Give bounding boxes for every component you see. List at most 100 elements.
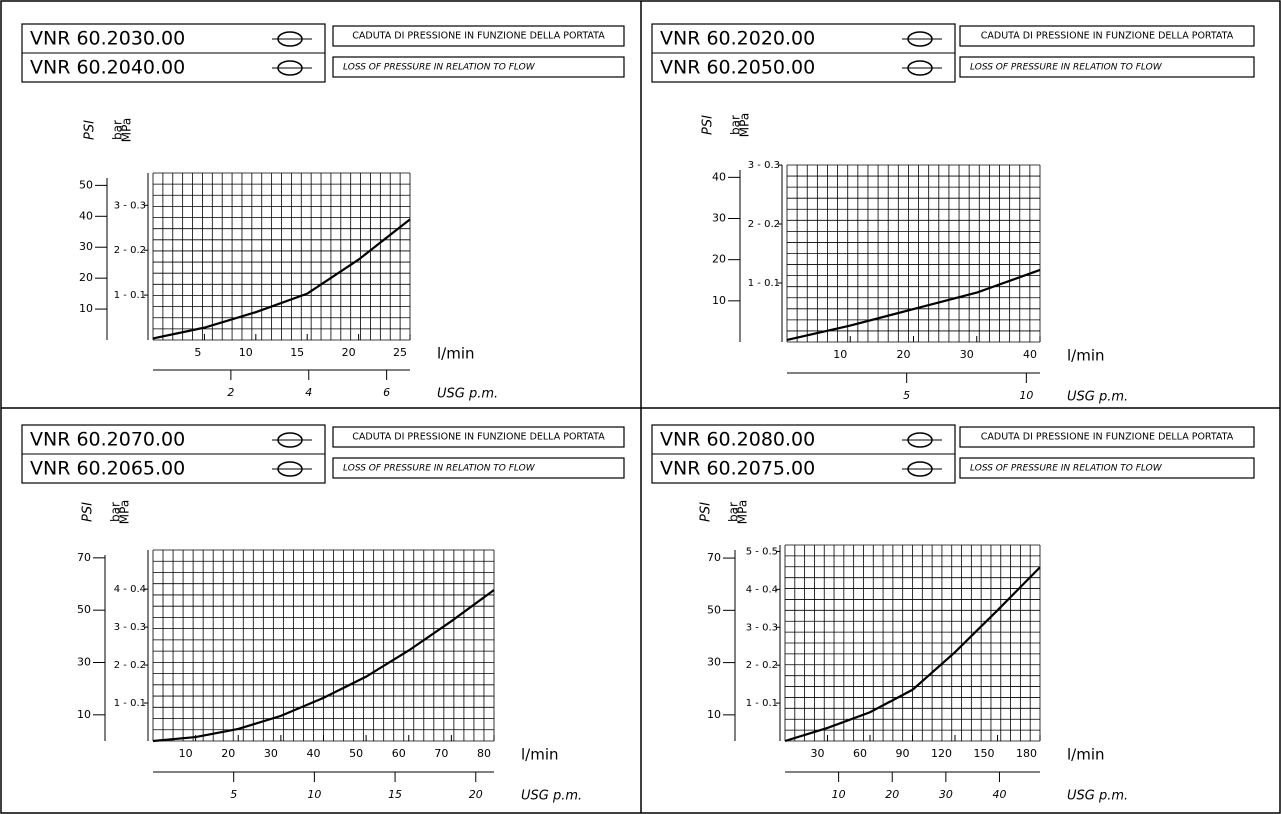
caption-box (332, 56, 625, 78)
x2-tick-label: 2 (227, 386, 234, 399)
y2-tick-label: 1 - 0.1 (114, 290, 146, 301)
y2-axis-label: MPa (736, 500, 750, 524)
y-axis-label: PSI (83, 120, 98, 140)
x2-tick-label: 20 (469, 788, 483, 801)
x-tick-label: 180 (1016, 747, 1037, 760)
y2-axis-label: bar (729, 115, 743, 135)
x-tick-label: 10 (239, 346, 253, 359)
caption-box (332, 426, 625, 448)
y-tick-label: 10 (712, 294, 726, 307)
x2-tick-label: 10 (1019, 389, 1033, 402)
x-tick-label: 40 (1023, 348, 1037, 361)
x2-tick-label: 6 (383, 386, 390, 399)
y2-axis-label: bar (111, 120, 125, 140)
y-tick-label: 10 (77, 708, 91, 721)
caption-en: LOSS OF PRESSURE IN RELATION TO FLOW (970, 464, 1163, 474)
x2-axis-label: USG p.m. (1067, 390, 1128, 405)
x-tick-label: 10 (833, 348, 847, 361)
caption-it: CADUTA DI PRESSIONE IN FUNZIONE DELLA PO… (981, 432, 1234, 443)
y2-axis-label: bar (727, 502, 741, 522)
y-tick-label: 70 (707, 551, 721, 564)
x-tick-label: 20 (897, 348, 911, 361)
curve (152, 218, 411, 340)
x-axis-label: l/min (437, 345, 475, 363)
caption-box (959, 25, 1255, 47)
x-tick-label: 15 (290, 346, 304, 359)
y-tick-label: 40 (712, 170, 726, 183)
caption-box (959, 56, 1255, 78)
x-tick-label: 30 (264, 747, 278, 760)
y-tick-label: 50 (79, 178, 93, 191)
x-tick-label: 30 (960, 348, 974, 361)
x2-axis-label: USG p.m. (521, 789, 582, 804)
model-code: VNR 60.2030.00 (30, 28, 185, 50)
model-code: VNR 60.2050.00 (660, 57, 815, 79)
y-tick-label: 30 (77, 656, 91, 669)
model-code: VNR 60.2070.00 (30, 429, 185, 451)
x2-tick-label: 10 (307, 788, 321, 801)
x2-tick-label: 10 (832, 788, 846, 801)
y2-tick-label: 1 - 0.1 (748, 278, 780, 289)
y-axis-label: PSI (701, 115, 716, 135)
caption-box (959, 426, 1255, 448)
y-tick-label: 10 (707, 708, 721, 721)
y2-tick-label: 3 - 0.3 (114, 200, 146, 211)
y2-tick-label: 4 - 0.4 (746, 584, 778, 595)
x-axis-label: l/min (1067, 347, 1105, 365)
x-tick-label: 20 (342, 346, 356, 359)
y-tick-label: 10 (79, 302, 93, 315)
x-tick-label: 80 (477, 747, 491, 760)
x-axis-label: l/min (521, 746, 559, 764)
y2-tick-label: 1 - 0.1 (746, 698, 778, 709)
y2-axis-label: MPa (118, 500, 132, 524)
caption-it: CADUTA DI PRESSIONE IN FUNZIONE DELLA PO… (352, 432, 605, 443)
model-code: VNR 60.2040.00 (30, 57, 185, 79)
y2-tick-label: 2 - 0.2 (114, 245, 146, 256)
x2-tick-label: 5 (230, 788, 237, 801)
y2-tick-label: 5 - 0.5 (746, 546, 778, 557)
x2-tick-label: 40 (992, 788, 1006, 801)
x-tick-label: 60 (392, 747, 406, 760)
y2-axis-label: bar (109, 502, 123, 522)
y-tick-label: 70 (77, 551, 91, 564)
y-tick-label: 30 (79, 240, 93, 253)
y-axis-label: PSI (699, 502, 714, 522)
model-code: VNR 60.2065.00 (30, 458, 185, 480)
caption-box (332, 25, 625, 47)
x-tick-label: 5 (194, 346, 201, 359)
caption-en: LOSS OF PRESSURE IN RELATION TO FLOW (343, 63, 536, 73)
caption-it: CADUTA DI PRESSIONE IN FUNZIONE DELLA PO… (981, 31, 1234, 42)
y2-tick-label: 2 - 0.2 (114, 660, 146, 671)
x-tick-label: 30 (811, 747, 825, 760)
y-tick-label: 40 (79, 209, 93, 222)
y-tick-label: 20 (712, 253, 726, 266)
x2-axis-label: USG p.m. (437, 387, 498, 402)
x2-tick-label: 15 (388, 788, 402, 801)
x-tick-label: 150 (974, 747, 995, 760)
x2-axis-label: USG p.m. (1067, 789, 1128, 804)
x-tick-label: 20 (221, 747, 235, 760)
x2-tick-label: 20 (885, 788, 899, 801)
x-tick-label: 10 (179, 747, 193, 760)
y2-axis-label: MPa (738, 113, 752, 137)
y-tick-label: 50 (707, 603, 721, 616)
y2-tick-label: 3 - 0.3 (114, 622, 146, 633)
x-tick-label: 70 (434, 747, 448, 760)
y-axis-label: PSI (81, 502, 96, 522)
y2-tick-label: 4 - 0.4 (114, 584, 146, 595)
caption-box (959, 457, 1255, 479)
y2-tick-label: 3 - 0.3 (748, 160, 780, 171)
model-code: VNR 60.2080.00 (660, 429, 815, 451)
y2-tick-label: 3 - 0.3 (746, 622, 778, 633)
x-tick-label: 60 (853, 747, 867, 760)
y2-tick-label: 1 - 0.1 (114, 698, 146, 709)
model-code: VNR 60.2075.00 (660, 458, 815, 480)
x2-tick-label: 30 (939, 788, 953, 801)
model-code: VNR 60.2020.00 (660, 28, 815, 50)
caption-box (332, 457, 625, 479)
caption-en: LOSS OF PRESSURE IN RELATION TO FLOW (343, 464, 536, 474)
y-tick-label: 50 (77, 603, 91, 616)
x-tick-label: 120 (931, 747, 952, 760)
y2-axis-label: MPa (120, 118, 134, 142)
y-tick-label: 30 (712, 212, 726, 225)
